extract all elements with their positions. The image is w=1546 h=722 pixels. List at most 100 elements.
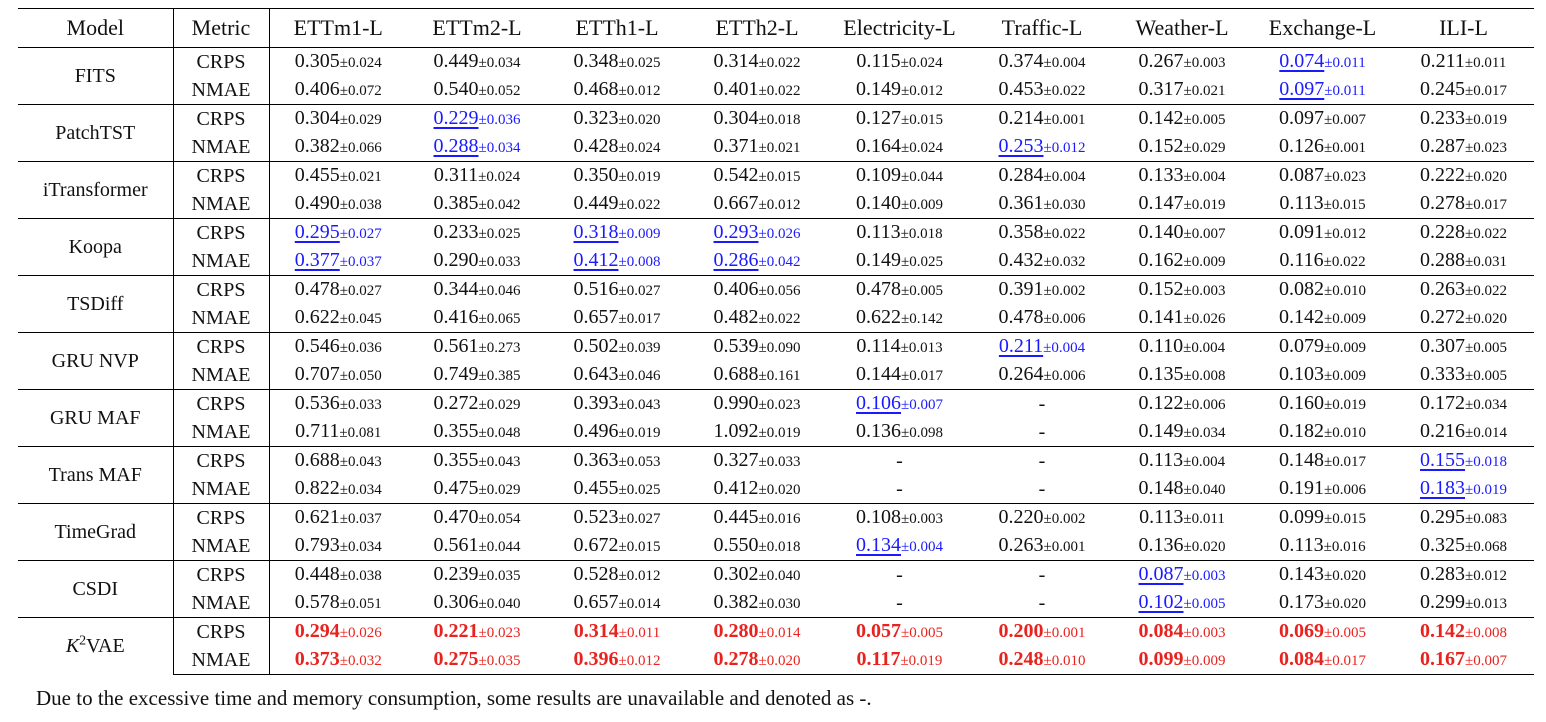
cell-value: 0.114	[856, 335, 901, 357]
cell-std: ±0.005	[901, 625, 943, 641]
cell-value: 0.288	[433, 135, 479, 157]
table-cell: 0.109±0.044	[827, 161, 972, 190]
cell-value: -	[1038, 564, 1046, 586]
table-cell: 0.248±0.010	[972, 646, 1112, 675]
cell-value: 1.092	[713, 420, 759, 442]
table-cell: 0.286±0.042	[687, 247, 827, 276]
table-cell: -	[972, 446, 1112, 475]
table-cell: 0.127±0.015	[827, 104, 972, 133]
cell-std: ±0.054	[478, 511, 521, 527]
table-cell: 0.275±0.035	[407, 646, 547, 675]
table-cell: 0.142±0.008	[1393, 617, 1534, 646]
cell-std: ±0.036	[339, 340, 382, 356]
table-cell: -	[972, 475, 1112, 504]
cell-value: 0.084	[1279, 648, 1324, 670]
cell-value: 0.475	[433, 477, 479, 499]
cell-value: 0.621	[294, 506, 340, 528]
table-cell: 0.304±0.029	[269, 104, 407, 133]
cell-value: 0.327	[713, 449, 759, 471]
cell-std: ±0.025	[618, 482, 661, 498]
cell-std: ±0.016	[758, 511, 801, 527]
cell-std: ±0.019	[1324, 397, 1366, 413]
cell-value: 0.468	[573, 78, 619, 100]
cell-value: 0.374	[998, 50, 1044, 72]
cell-value: 0.344	[433, 278, 479, 300]
column-header: Model	[18, 8, 174, 48]
cell-std: ±0.005	[901, 283, 943, 299]
table-cell: 0.550±0.018	[687, 532, 827, 561]
cell-value: 0.117	[856, 648, 901, 670]
table-cell: 0.412±0.020	[687, 475, 827, 504]
cell-std: ±0.004	[1183, 169, 1226, 185]
table-cell: 0.325±0.068	[1393, 532, 1534, 561]
table-cell: 0.135±0.008	[1112, 361, 1252, 390]
table-cell: 0.183±0.019	[1393, 475, 1534, 504]
cell-value: 0.253	[998, 135, 1044, 157]
cell-std: ±0.040	[1183, 482, 1226, 498]
table-cell: 0.288±0.034	[407, 133, 547, 162]
metric-label: NMAE	[173, 304, 270, 333]
model-name-superscript: 2	[79, 633, 87, 649]
table-cell: 0.478±0.006	[972, 304, 1112, 333]
table-cell: 0.173±0.020	[1252, 589, 1393, 618]
table-cell: 0.149±0.025	[827, 247, 972, 276]
cell-std: ±0.001	[1324, 140, 1366, 156]
cell-std: ±0.029	[339, 112, 382, 128]
table-cell: 0.099±0.015	[1252, 503, 1393, 532]
cell-value: 0.540	[433, 78, 479, 100]
cell-std: ±0.030	[1043, 197, 1086, 213]
cell-std: ±0.090	[758, 340, 801, 356]
cell-std: ±0.045	[339, 311, 382, 327]
cell-value: 0.103	[1279, 363, 1324, 385]
cell-std: ±0.019	[900, 653, 943, 669]
cell-value: 0.143	[1279, 563, 1324, 585]
metric-label: NMAE	[173, 361, 270, 390]
column-header: ETTh2-L	[687, 8, 827, 48]
cell-std: ±0.010	[1324, 283, 1366, 299]
table-cell: 0.103±0.009	[1252, 361, 1393, 390]
cell-std: ±0.056	[758, 283, 801, 299]
table-cell: 0.358±0.022	[972, 218, 1112, 247]
table-cell: 0.667±0.012	[687, 190, 827, 219]
cell-value: 0.561	[433, 534, 479, 556]
cell-value: 0.393	[573, 392, 619, 414]
cell-std: ±0.033	[758, 454, 801, 470]
cell-std: ±0.020	[758, 653, 801, 669]
cell-value: -	[896, 478, 903, 500]
table-cell: 0.116±0.022	[1252, 247, 1393, 276]
table-row: NMAE 0.377±0.037 0.290±0.033 0.412±0.008 0.2…	[18, 247, 1534, 276]
cell-std: ±0.385	[478, 368, 521, 384]
table-cell: 0.348±0.025	[547, 47, 687, 76]
table-cell: 0.350±0.019	[547, 161, 687, 190]
cell-value: 0.116	[1279, 249, 1324, 271]
cell-value: 0.401	[713, 78, 759, 100]
table-cell: -	[972, 389, 1112, 418]
cell-value: 0.550	[713, 534, 759, 556]
metric-label: CRPS	[173, 560, 270, 589]
cell-value: -	[1038, 478, 1046, 500]
cell-value: -	[896, 564, 903, 586]
table-cell: 0.561±0.044	[407, 532, 547, 561]
cell-value: 0.167	[1420, 648, 1465, 670]
cell-std: ±0.023	[1324, 169, 1366, 185]
cell-value: 0.113	[856, 221, 901, 243]
cell-std: ±0.035	[478, 568, 521, 584]
cell-std: ±0.043	[339, 454, 382, 470]
table-cell: 0.155±0.018	[1393, 446, 1534, 475]
table-cell: 0.432±0.032	[972, 247, 1112, 276]
table-cell: 0.263±0.022	[1393, 275, 1534, 304]
table-cell: 0.144±0.017	[827, 361, 972, 390]
metric-label: CRPS	[173, 389, 270, 418]
table-cell: 0.502±0.039	[547, 332, 687, 361]
cell-std: ±0.002	[1043, 511, 1086, 527]
cell-value: 0.122	[1138, 392, 1184, 414]
cell-std: ±0.026	[758, 226, 801, 242]
cell-value: 0.542	[713, 164, 759, 186]
table-cell: 0.307±0.005	[1393, 332, 1534, 361]
table-cell: 0.079±0.009	[1252, 332, 1393, 361]
cell-value: 0.355	[433, 420, 479, 442]
table-cell: 0.707±0.050	[269, 361, 407, 390]
cell-std: ±0.022	[1323, 254, 1366, 270]
cell-value: 0.149	[856, 249, 901, 271]
table-cell: 0.239±0.035	[407, 560, 547, 589]
